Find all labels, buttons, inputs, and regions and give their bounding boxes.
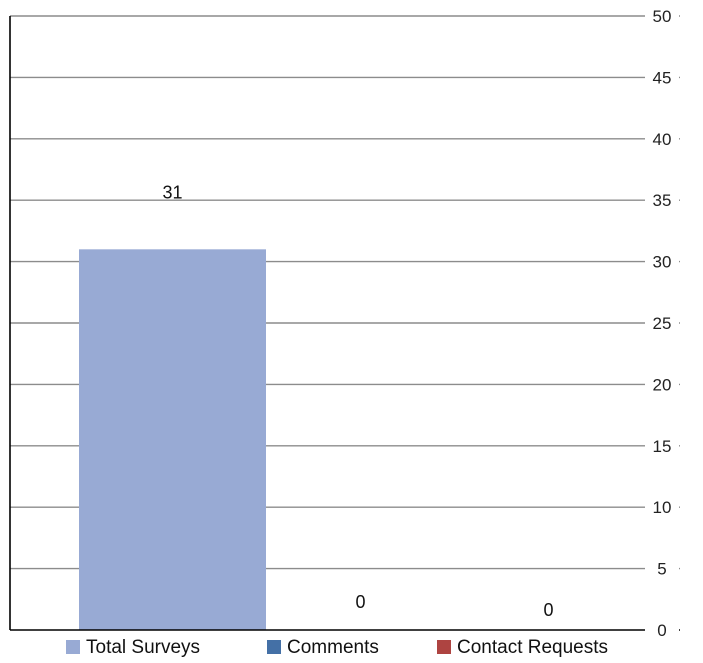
data-label: 0 bbox=[543, 600, 553, 620]
y-tick-label: 5 bbox=[657, 560, 666, 579]
tick-label-background bbox=[645, 436, 679, 455]
data-label: 0 bbox=[355, 592, 365, 612]
legend-label: Contact Requests bbox=[457, 637, 608, 658]
legend-label: Comments bbox=[287, 637, 379, 658]
tick-label-background bbox=[645, 621, 679, 639]
data-labels: 31 0 0 bbox=[162, 182, 553, 620]
tick-label-background bbox=[645, 252, 679, 271]
y-tick-label: 45 bbox=[653, 68, 672, 87]
tick-label-background bbox=[645, 375, 679, 394]
y-tick-label: 20 bbox=[653, 375, 672, 394]
legend-swatch bbox=[267, 640, 281, 654]
legend-label: Total Surveys bbox=[86, 637, 200, 658]
legend-swatch bbox=[437, 640, 451, 654]
tick-label-background bbox=[645, 314, 679, 332]
y-axis-tick-labels: 0 5 10 15 20 25 30 35 40 45 50 bbox=[645, 7, 679, 640]
y-tick-label: 35 bbox=[653, 191, 672, 210]
tick-label-background bbox=[645, 129, 679, 148]
bars bbox=[79, 249, 266, 630]
y-tick-label: 25 bbox=[653, 314, 672, 333]
tick-label-background bbox=[645, 7, 679, 25]
tick-label-background bbox=[645, 191, 679, 210]
y-tick-label: 40 bbox=[653, 130, 672, 149]
tick-label-background bbox=[645, 559, 679, 578]
bar-total-surveys bbox=[79, 249, 266, 630]
legend-swatch bbox=[66, 640, 80, 654]
tick-label-background bbox=[645, 68, 679, 87]
data-label: 31 bbox=[162, 182, 182, 202]
y-tick-label: 50 bbox=[653, 7, 672, 26]
tick-label-background bbox=[645, 498, 679, 517]
legend: Total Surveys Comments Contact Requests bbox=[66, 637, 608, 658]
y-tick-label: 15 bbox=[653, 437, 672, 456]
y-tick-label: 0 bbox=[657, 621, 666, 640]
y-tick-label: 30 bbox=[653, 253, 672, 272]
y-tick-label: 10 bbox=[653, 498, 672, 517]
axes bbox=[9, 16, 680, 631]
